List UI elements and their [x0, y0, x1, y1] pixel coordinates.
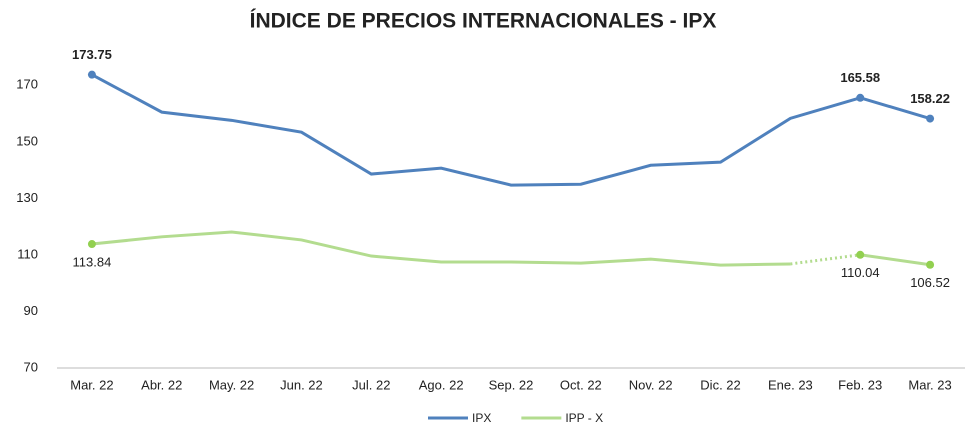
point-marker	[856, 93, 865, 102]
x-tick-label: Dic. 22	[700, 377, 740, 392]
point-marker	[856, 250, 865, 259]
y-tick-label: 90	[24, 303, 38, 318]
x-tick-label: Ene. 23	[768, 377, 813, 392]
x-tick-label: Nov. 22	[629, 377, 673, 392]
point-marker	[87, 240, 96, 249]
x-tick-label: Abr. 22	[141, 377, 182, 392]
value-label: 165.58	[840, 70, 880, 85]
x-tick-label: Feb. 23	[838, 377, 882, 392]
legend-label: IPX	[472, 411, 491, 425]
value-label: 110.04	[841, 265, 880, 280]
series-line	[860, 253, 931, 267]
legend-label: IPP - X	[565, 411, 603, 425]
point-marker	[926, 260, 935, 269]
series-line	[91, 73, 931, 187]
point-marker	[926, 114, 935, 123]
value-label: 173.75	[72, 47, 112, 62]
line-segment-dotted	[790, 253, 861, 266]
x-tick-label: May. 22	[209, 377, 254, 392]
y-tick-label: 150	[16, 133, 38, 148]
x-tick-label: Jul. 22	[352, 377, 390, 392]
point-marker	[87, 70, 96, 79]
series-line	[91, 230, 791, 267]
x-tick-label: Mar. 23	[908, 377, 951, 392]
x-tick-label: Sep. 22	[489, 377, 534, 392]
value-label: 158.22	[910, 91, 950, 106]
x-tick-label: Ago. 22	[419, 377, 464, 392]
y-tick-label: 110	[17, 246, 38, 261]
value-label: 113.84	[73, 254, 112, 269]
x-tick-label: Oct. 22	[560, 377, 602, 392]
y-tick-label: 70	[24, 359, 38, 374]
x-tick-label: Jun. 22	[280, 377, 323, 392]
chart-title: ÍNDICE DE PRECIOS INTERNACIONALES - IPX	[250, 10, 717, 33]
y-tick-label: 170	[16, 77, 38, 92]
y-tick-label: 130	[16, 190, 38, 205]
x-tick-label: Mar. 22	[70, 377, 113, 392]
value-label: 106.52	[910, 275, 950, 290]
